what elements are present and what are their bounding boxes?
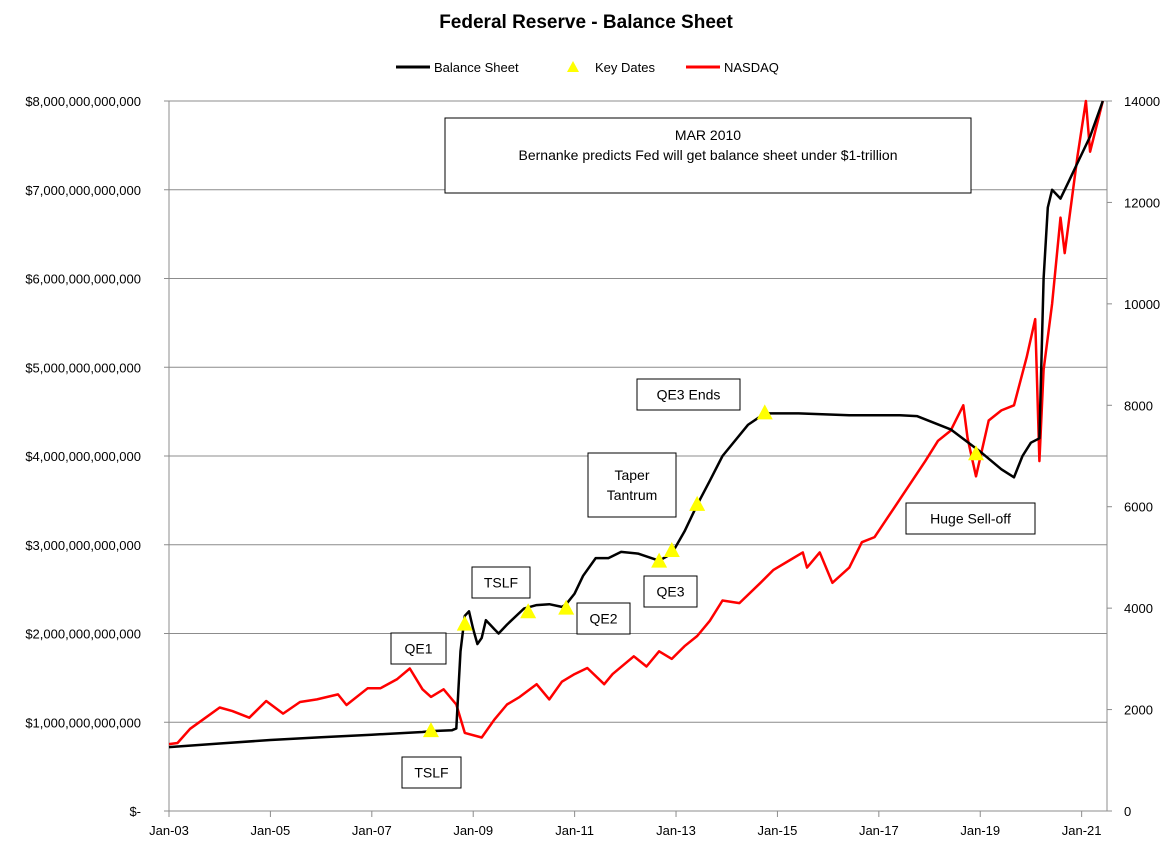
annotation-border — [401, 756, 462, 789]
y-left-tick-label: $8,000,000,000,000 — [25, 94, 141, 109]
annotation-border — [471, 566, 531, 599]
x-tick-label: Jan-15 — [758, 823, 798, 838]
annotation-border — [643, 575, 698, 608]
y-right-tick-label: 0 — [1124, 804, 1131, 819]
y-left-tick-label: $3,000,000,000,000 — [25, 538, 141, 553]
annotation-border — [576, 602, 631, 635]
key-date-markers — [422, 404, 985, 738]
annotation-box: MAR 2010 Bernanke predicts Fed will get b… — [444, 117, 972, 194]
y-right-tick-label: 14000 — [1124, 94, 1160, 109]
annotation-text: MAR 2010 — [675, 127, 741, 143]
gridlines — [169, 100, 1107, 723]
legend-balance-sheet-label: Balance Sheet — [434, 60, 519, 75]
y-right-tick-label: 6000 — [1124, 500, 1153, 515]
annotation-text: QE1 — [404, 641, 432, 657]
annotation-text: QE3 — [656, 584, 684, 600]
annotation-text: TSLF — [414, 765, 448, 781]
annotation-text: Taper — [614, 467, 649, 483]
annotation-text: Tantrum — [607, 487, 658, 503]
x-tick-label: Jan-19 — [960, 823, 1000, 838]
x-tick-label: Jan-03 — [149, 823, 189, 838]
annotation-border — [390, 632, 447, 665]
y-right-axis: 0 2000 4000 6000 8000 10000 12000 14000 — [1106, 94, 1160, 819]
annotation-text: QE3 Ends — [657, 387, 721, 403]
annotation-border — [905, 502, 1036, 535]
y-left-axis: $- $1,000,000,000,000 $2,000,000,000,000 $3… — [25, 94, 170, 819]
y-right-tick-label: 2000 — [1124, 703, 1153, 718]
y-right-tick-label: 10000 — [1124, 297, 1160, 312]
key-date-marker — [689, 495, 706, 511]
annotations: MAR 2010 Bernanke predicts Fed will get b… — [390, 117, 1036, 789]
annotation-box: TSLF — [401, 756, 462, 789]
annotation-box: QE2 — [576, 602, 631, 635]
x-axis: Jan-03 Jan-05 Jan-07 Jan-09 Jan-11 Jan-13 Jan-… — [149, 810, 1107, 838]
annotation-text: TSLF — [484, 575, 518, 591]
legend: Balance Sheet Key Dates NASDAQ — [396, 60, 779, 75]
key-date-marker — [456, 615, 473, 631]
key-date-marker — [422, 722, 439, 738]
y-right-tick-label: 4000 — [1124, 601, 1153, 616]
annotation-box: TSLF — [471, 566, 531, 599]
balance-sheet-line — [168, 100, 1104, 749]
x-tick-label: Jan-21 — [1062, 823, 1102, 838]
annotation-border — [444, 117, 972, 194]
annotation-box: QE3 Ends — [636, 378, 741, 411]
key-date-marker — [756, 404, 773, 420]
annotation-text: QE2 — [589, 611, 617, 627]
x-tick-label: Jan-09 — [453, 823, 493, 838]
annotation-box: QE1 — [390, 632, 447, 665]
annotation-text: Huge Sell-off — [930, 511, 1011, 527]
x-tick-label: Jan-05 — [251, 823, 291, 838]
legend-key-dates-label: Key Dates — [595, 60, 655, 75]
key-date-marker — [968, 445, 985, 461]
y-left-tick-label: $6,000,000,000,000 — [25, 272, 141, 287]
legend-key-dates-swatch — [567, 61, 579, 72]
key-date-marker — [558, 599, 575, 615]
key-date-marker — [520, 603, 537, 619]
annotation-box: Taper Tantrum — [587, 452, 677, 518]
annotation-border — [636, 378, 741, 411]
y-right-tick-label: 12000 — [1124, 195, 1160, 210]
key-date-marker — [651, 552, 668, 568]
chart-title: Federal Reserve - Balance Sheet — [439, 12, 733, 33]
nasdaq-line — [168, 99, 1105, 746]
x-tick-label: Jan-07 — [352, 823, 392, 838]
y-right-tick-label: 8000 — [1124, 398, 1153, 413]
x-tick-label: Jan-13 — [656, 823, 696, 838]
y-left-tick-label: $2,000,000,000,000 — [25, 627, 141, 642]
annotation-box: Huge Sell-off — [905, 502, 1036, 535]
y-left-tick-label: $5,000,000,000,000 — [25, 360, 141, 375]
x-tick-label: Jan-17 — [859, 823, 899, 838]
y-left-tick-label: $7,000,000,000,000 — [25, 183, 141, 198]
x-tick-label: Jan-11 — [555, 823, 594, 838]
key-date-marker — [663, 541, 680, 557]
annotation-box: QE3 — [643, 575, 698, 608]
y-left-tick-label: $4,000,000,000,000 — [25, 449, 141, 464]
annotation-border — [587, 452, 677, 518]
annotation-text: Bernanke predicts Fed will get balance s… — [519, 147, 898, 163]
y-left-tick-label: $- — [129, 804, 141, 819]
y-left-tick-label: $1,000,000,000,000 — [25, 715, 141, 730]
series-layer — [168, 99, 1105, 749]
legend-nasdaq-label: NASDAQ — [724, 60, 779, 75]
